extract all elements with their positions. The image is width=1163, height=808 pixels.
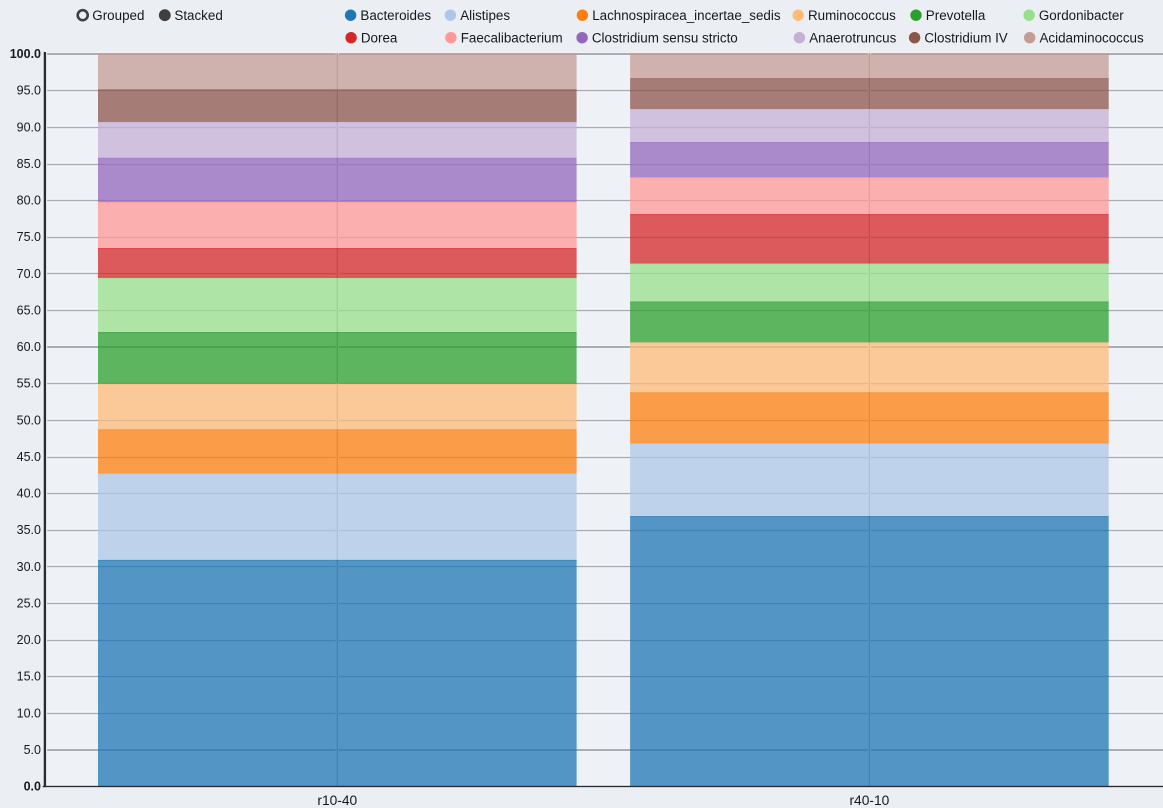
- svg-text:15.0: 15.0: [17, 670, 41, 684]
- svg-text:90.0: 90.0: [17, 120, 41, 134]
- svg-text:r10-40: r10-40: [317, 793, 357, 808]
- svg-text:20.0: 20.0: [17, 633, 41, 647]
- svg-text:95.0: 95.0: [17, 84, 41, 98]
- svg-text:55.0: 55.0: [17, 377, 41, 391]
- svg-text:10.0: 10.0: [17, 706, 41, 720]
- svg-text:Clostridium IV: Clostridium IV: [924, 30, 1007, 45]
- svg-text:100.0: 100.0: [10, 47, 41, 61]
- svg-text:5.0: 5.0: [24, 743, 41, 757]
- svg-text:Gordonibacter: Gordonibacter: [1039, 8, 1124, 23]
- svg-text:75.0: 75.0: [17, 230, 41, 244]
- svg-text:Bacteroides: Bacteroides: [360, 8, 431, 23]
- svg-text:Prevotella: Prevotella: [926, 8, 986, 23]
- svg-text:80.0: 80.0: [17, 194, 41, 208]
- svg-text:Dorea: Dorea: [361, 30, 398, 45]
- svg-text:40.0: 40.0: [17, 487, 41, 501]
- svg-text:Stacked: Stacked: [174, 8, 222, 23]
- svg-text:60.0: 60.0: [17, 340, 41, 354]
- svg-text:Faecalibacterium: Faecalibacterium: [461, 30, 563, 45]
- svg-text:0.0: 0.0: [24, 780, 41, 794]
- svg-text:30.0: 30.0: [17, 560, 41, 574]
- svg-text:Lachnospiracea_incertae_sedis: Lachnospiracea_incertae_sedis: [592, 8, 781, 23]
- svg-text:Clostridium sensu stricto: Clostridium sensu stricto: [592, 30, 738, 45]
- svg-text:35.0: 35.0: [17, 523, 41, 537]
- svg-text:Anaerotruncus: Anaerotruncus: [809, 30, 896, 45]
- svg-text:85.0: 85.0: [17, 157, 41, 171]
- svg-text:65.0: 65.0: [17, 303, 41, 317]
- svg-text:Acidaminococcus: Acidaminococcus: [1040, 30, 1145, 45]
- svg-text:r40-10: r40-10: [849, 793, 889, 808]
- svg-text:50.0: 50.0: [17, 413, 41, 427]
- svg-text:Ruminococcus: Ruminococcus: [808, 8, 896, 23]
- svg-text:25.0: 25.0: [17, 596, 41, 610]
- svg-text:Grouped: Grouped: [92, 8, 144, 23]
- svg-text:Alistipes: Alistipes: [460, 8, 510, 23]
- svg-text:70.0: 70.0: [17, 267, 41, 281]
- svg-text:45.0: 45.0: [17, 450, 41, 464]
